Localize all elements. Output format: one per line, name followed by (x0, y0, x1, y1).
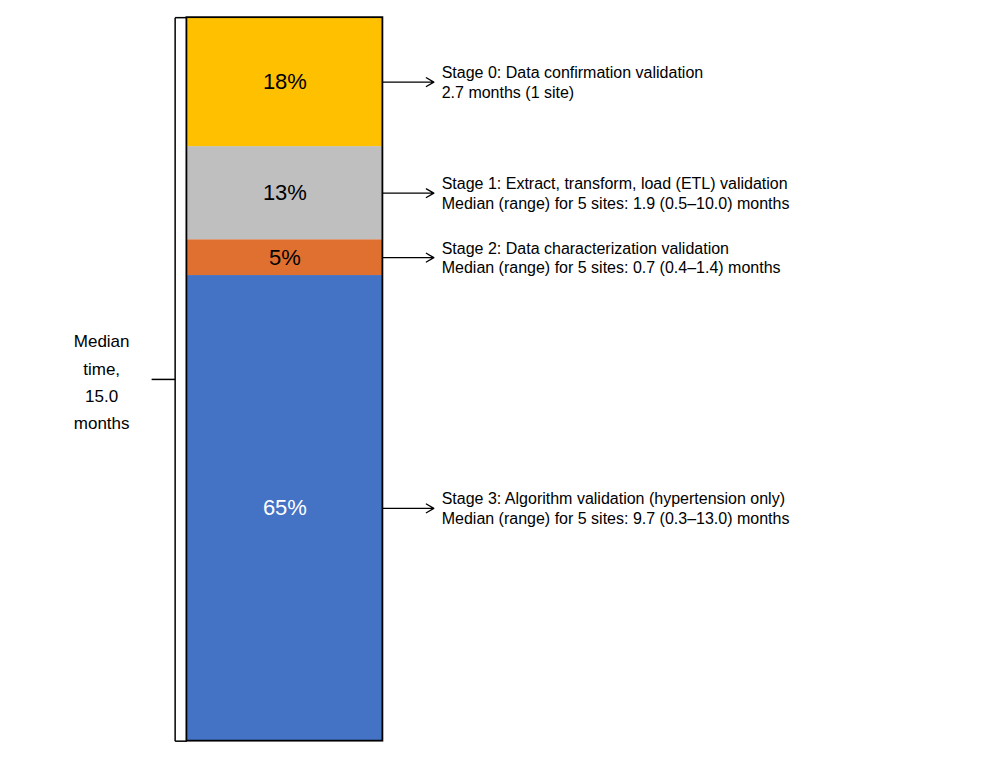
svg-text:Stage 0: Data confirmation val: Stage 0: Data confirmation validation (442, 64, 703, 81)
svg-text:Median (range) for 5 sites: 9.: Median (range) for 5 sites: 9.7 (0.3–13.… (442, 510, 790, 527)
svg-text:2.7 months (1 site): 2.7 months (1 site) (442, 83, 575, 100)
svg-text:5%: 5% (269, 245, 301, 270)
svg-text:13%: 13% (263, 180, 307, 205)
svg-text:Stage 3: Algorithm validation: Stage 3: Algorithm validation (hypertens… (442, 490, 785, 507)
svg-text:65%: 65% (263, 495, 307, 520)
svg-text:Mediantime,15.0months: Mediantime,15.0months (74, 332, 130, 433)
svg-text:18%: 18% (263, 69, 307, 94)
svg-text:Median (range) for 5 sites: 1.: Median (range) for 5 sites: 1.9 (0.5–10.… (442, 195, 790, 212)
svg-text:Median (range) for 5 sites: 0.: Median (range) for 5 sites: 0.7 (0.4–1.4… (442, 259, 781, 276)
svg-text:Stage 1: Extract, transform, l: Stage 1: Extract, transform, load (ETL) … (442, 175, 788, 192)
svg-text:Stage 2: Data characterization: Stage 2: Data characterization validatio… (442, 240, 729, 257)
